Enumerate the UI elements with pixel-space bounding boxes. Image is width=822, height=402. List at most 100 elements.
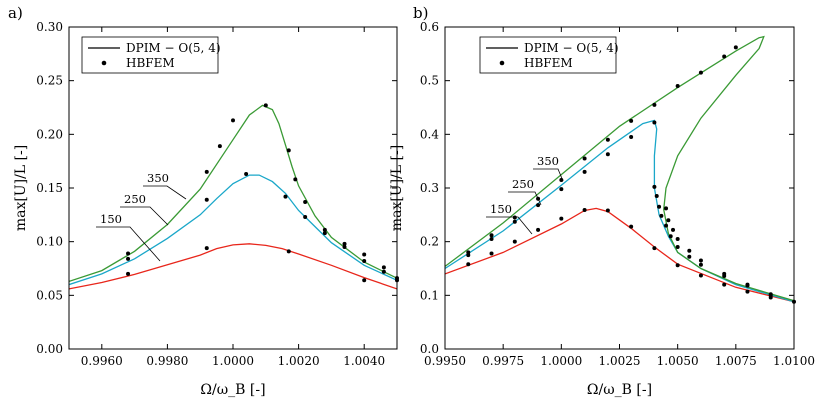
data-point-150 [286,249,291,254]
x-tick-label: 1.0040 [343,354,385,368]
data-point-150 [652,246,657,251]
data-point-350 [768,293,773,298]
x-tick-label: 1.0020 [278,354,320,368]
y-tick-label: 0.6 [420,20,439,34]
data-point-350 [671,227,676,232]
data-point-150 [362,278,367,283]
data-point-350 [217,144,222,149]
data-point-350 [126,251,131,256]
x-tick-label: 1.0075 [715,354,757,368]
data-point-250 [675,245,680,250]
data-point-250 [322,231,327,236]
x-tick-label: 1.0050 [657,354,699,368]
legend-label-dpim: DPIM − O(5, 4) [524,41,619,55]
y-tick-label: 0.05 [36,288,63,302]
data-point-250 [381,269,386,274]
data-point-350 [466,250,471,255]
data-point-150 [605,208,610,213]
x-axis-label: Ω/ω_B [-] [587,382,652,398]
annotation-leader [143,185,187,200]
y-tick-label: 0.2 [420,235,439,249]
data-point-250 [652,120,657,125]
series-line-150 [445,207,794,303]
y-tick-label: 0.00 [36,342,63,356]
data-point-350 [664,206,669,211]
data-point-350 [745,282,750,287]
data-point-150 [489,251,494,256]
data-point-250 [629,135,634,140]
data-point-250 [664,223,669,228]
data-point-150 [745,289,750,294]
data-point-250 [659,213,664,218]
data-point-250 [342,245,347,250]
data-point-250 [362,258,367,263]
data-point-350 [629,118,634,123]
annotation-label: 350 [147,171,169,185]
data-point-250 [652,184,657,189]
annotation-label: 150 [100,212,122,226]
annotation-label: 150 [490,202,512,216]
x-tick-label: 0.9975 [482,354,524,368]
axes-frame [444,26,795,350]
data-point-350 [342,241,347,246]
annotation-leader [486,216,533,235]
chart-panel-a: 0.00 0.05 0.10 0.15 0.20 0.25 0.30 0.9960 0.9980… [8,4,399,398]
data-point-350 [722,54,727,59]
data-point-250 [654,194,659,199]
data-point-250 [668,234,673,239]
y-tick-label: 0.30 [36,20,63,34]
data-point-350 [666,218,671,223]
data-point-350 [733,45,738,50]
y-tick-label: 0.1 [420,288,439,302]
data-point-250 [244,172,249,177]
data-point-250 [204,197,209,202]
y-tick-label: 0.15 [36,181,63,195]
annotation-leader [120,206,169,226]
legend-label-hbfem: HBFEM [524,56,573,70]
legend-point-swatch [499,60,505,66]
data-point-350 [512,215,517,220]
data-point-350 [231,118,235,123]
series-line-150 [69,243,397,290]
data-point-350 [204,169,209,174]
legend-point-swatch [101,60,107,66]
data-point-350 [582,156,587,161]
panel-label: a) [8,4,23,22]
data-point-250 [687,254,692,259]
data-point-350 [362,252,367,257]
y-axis-label: max[U]/L [-] [389,145,405,231]
data-point-250 [489,236,494,241]
y-tick-label: 0.3 [420,181,439,195]
x-tick-label: 1.0000 [540,354,582,368]
data-point-150 [512,239,517,244]
annotation-label: 250 [512,177,534,191]
data-point-150 [126,271,131,276]
x-tick-label: 1.0100 [773,354,815,368]
series-line-350 [69,104,397,283]
data-point-350 [293,177,298,182]
data-point-350 [675,236,680,241]
data-point-350 [687,248,692,253]
chart-panel-b: 0.0 0.1 0.2 0.3 0.4 0.5 0.6 0.9950 0.9975 1.0000 1… [389,4,815,398]
data-point-350 [652,102,657,107]
data-point-250 [283,194,288,199]
series-line-350 [445,35,794,302]
series-line-250 [69,174,397,286]
x-axis-label: Ω/ω_B [-] [200,382,265,398]
legend-label-hbfem: HBFEM [126,56,175,70]
annotation-leader [533,168,564,182]
legend-label-dpim: DPIM − O(5, 4) [126,41,221,55]
legend-box [479,36,617,74]
data-point-350 [322,227,327,232]
axes-frame [68,26,398,350]
data-point-150 [582,208,587,213]
data-point-250 [126,256,131,261]
annotation-label: 250 [124,192,146,206]
data-point-250 [303,214,308,219]
x-tick-label: 0.9980 [146,354,188,368]
annotation-leader [508,191,542,206]
data-point-150 [698,273,703,278]
panel-label: b) [413,4,428,22]
y-tick-label: 0.0 [420,342,439,356]
